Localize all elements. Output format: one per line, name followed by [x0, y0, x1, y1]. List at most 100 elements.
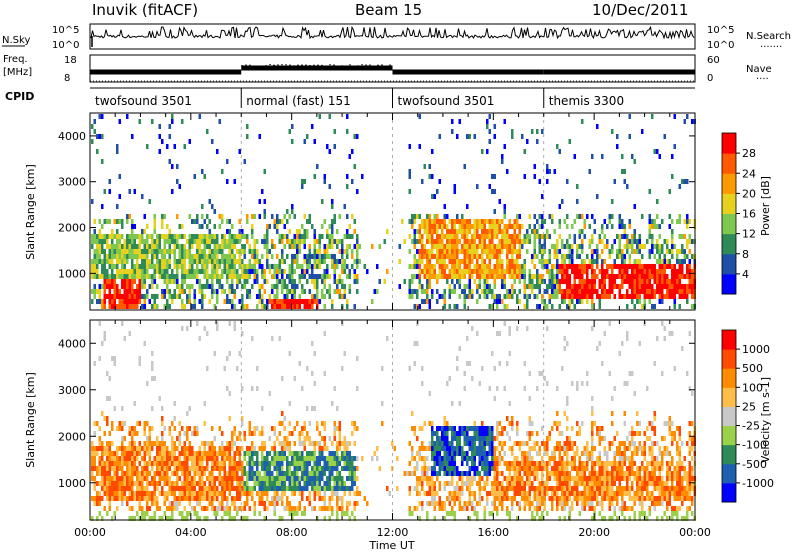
- data-cell: [326, 254, 329, 259]
- data-cell: [321, 234, 324, 239]
- data-cell: [253, 471, 256, 476]
- data-cell: [476, 511, 479, 516]
- data-cell: [638, 284, 641, 289]
- data-cell: [513, 279, 516, 284]
- data-cell: [91, 299, 94, 304]
- data-cell: [176, 239, 179, 244]
- data-cell: [691, 279, 694, 284]
- data-cell: [313, 406, 316, 411]
- data-cell: [511, 481, 514, 486]
- data-cell: [178, 249, 181, 254]
- data-cell: [318, 114, 321, 119]
- data-cell: [171, 274, 174, 279]
- data-cell: [231, 456, 234, 461]
- data-cell: [303, 506, 306, 511]
- data-cell: [613, 259, 616, 264]
- data-cell: [418, 279, 421, 284]
- data-cell: [431, 471, 434, 476]
- data-cell: [686, 179, 689, 184]
- data-cell: [221, 219, 224, 224]
- data-cell: [508, 511, 511, 516]
- data-cell: [218, 426, 221, 431]
- data-cell: [228, 481, 231, 486]
- data-cell: [343, 234, 346, 239]
- data-cell: [163, 249, 166, 254]
- data-cell: [346, 304, 349, 309]
- data-cell: [466, 219, 469, 224]
- data-cell: [313, 441, 316, 446]
- data-cell: [128, 279, 131, 284]
- data-cell: [108, 179, 111, 184]
- data-cell: [546, 289, 549, 294]
- data-cell: [256, 269, 259, 274]
- data-cell: [571, 254, 574, 259]
- data-cell: [258, 199, 261, 204]
- data-cell: [511, 274, 514, 279]
- data-cell: [443, 214, 446, 219]
- data-cell: [493, 209, 496, 214]
- data-cell: [341, 466, 344, 471]
- data-cell: [501, 471, 504, 476]
- data-cell: [501, 299, 504, 304]
- data-cell: [451, 229, 454, 234]
- data-cell: [453, 239, 456, 244]
- data-cell: [471, 501, 474, 506]
- data-cell: [196, 466, 199, 471]
- data-cell: [283, 436, 286, 441]
- data-cell: [106, 486, 109, 491]
- data-cell: [501, 219, 504, 224]
- data-cell: [126, 269, 129, 274]
- data-cell: [328, 481, 331, 486]
- data-cell: [168, 491, 171, 496]
- data-cell: [438, 436, 441, 441]
- data-cell: [138, 516, 141, 521]
- data-cell: [223, 451, 226, 456]
- power-colorbar-title: Power [dB]: [759, 176, 772, 236]
- data-cell: [333, 264, 336, 269]
- data-cell: [293, 239, 296, 244]
- data-cell: [343, 461, 346, 466]
- data-cell: [173, 486, 176, 491]
- data-cell: [213, 351, 216, 356]
- data-cell: [466, 234, 469, 239]
- data-cell: [93, 496, 96, 501]
- data-cell: [328, 471, 331, 476]
- data-cell: [328, 466, 331, 471]
- data-cell: [348, 234, 351, 239]
- data-cell: [491, 481, 494, 486]
- data-cell: [283, 506, 286, 511]
- data-cell: [448, 304, 451, 309]
- data-cell: [453, 426, 456, 431]
- data-cell: [273, 451, 276, 456]
- data-cell: [658, 154, 661, 159]
- data-cell: [226, 471, 229, 476]
- data-cell: [451, 466, 454, 471]
- data-cell: [323, 244, 326, 249]
- data-cell: [508, 516, 511, 521]
- data-cell: [181, 486, 184, 491]
- data-cell: [131, 249, 134, 254]
- data-cell: [208, 239, 211, 244]
- data-cell: [671, 219, 674, 224]
- data-cell: [426, 516, 429, 521]
- data-cell: [356, 356, 359, 361]
- data-cell: [118, 491, 121, 496]
- data-cell: [441, 229, 444, 234]
- data-cell: [351, 214, 354, 219]
- data-cell: [146, 249, 149, 254]
- data-cell: [123, 299, 126, 304]
- data-cell: [318, 496, 321, 501]
- data-cell: [503, 279, 506, 284]
- data-cell: [461, 426, 464, 431]
- data-cell: [511, 254, 514, 259]
- data-cell: [118, 294, 121, 299]
- data-cell: [446, 249, 449, 254]
- data-cell: [201, 269, 204, 274]
- data-cell: [496, 294, 499, 299]
- data-cell: [493, 451, 496, 456]
- data-cell: [273, 511, 276, 516]
- data-cell: [228, 269, 231, 274]
- data-cell: [336, 239, 339, 244]
- data-cell: [453, 259, 456, 264]
- data-cell: [143, 471, 146, 476]
